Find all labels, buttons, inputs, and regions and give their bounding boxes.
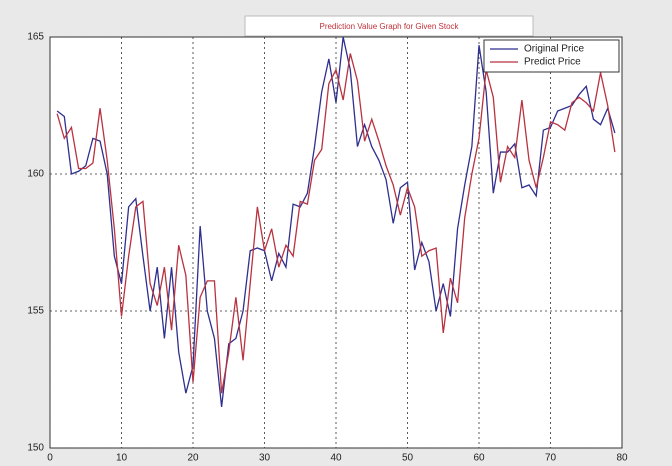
y-tick-label: 160	[27, 169, 44, 180]
x-tick-label: 60	[473, 453, 485, 464]
x-tick-label: 20	[187, 453, 199, 464]
y-tick-label: 150	[27, 443, 44, 454]
x-tick-label: 10	[116, 453, 128, 464]
x-tick-label: 30	[259, 453, 271, 464]
chart-title: Prediction Value Graph for Given Stock	[319, 22, 459, 31]
x-tick-label: 40	[330, 453, 342, 464]
x-tick-label: 50	[402, 453, 414, 464]
x-tick-label: 70	[545, 453, 557, 464]
line	[56, 53, 616, 394]
x-tick-label: 0	[47, 453, 53, 464]
x-tick-label: 80	[616, 453, 628, 464]
y-tick-label: 155	[27, 306, 44, 317]
legend-label: Original Price	[524, 44, 584, 55]
legend-label: Predict Price	[524, 57, 581, 68]
y-tick-label: 165	[27, 32, 44, 43]
line	[56, 36, 616, 407]
legend-box	[483, 39, 620, 73]
title-box	[244, 15, 534, 37]
